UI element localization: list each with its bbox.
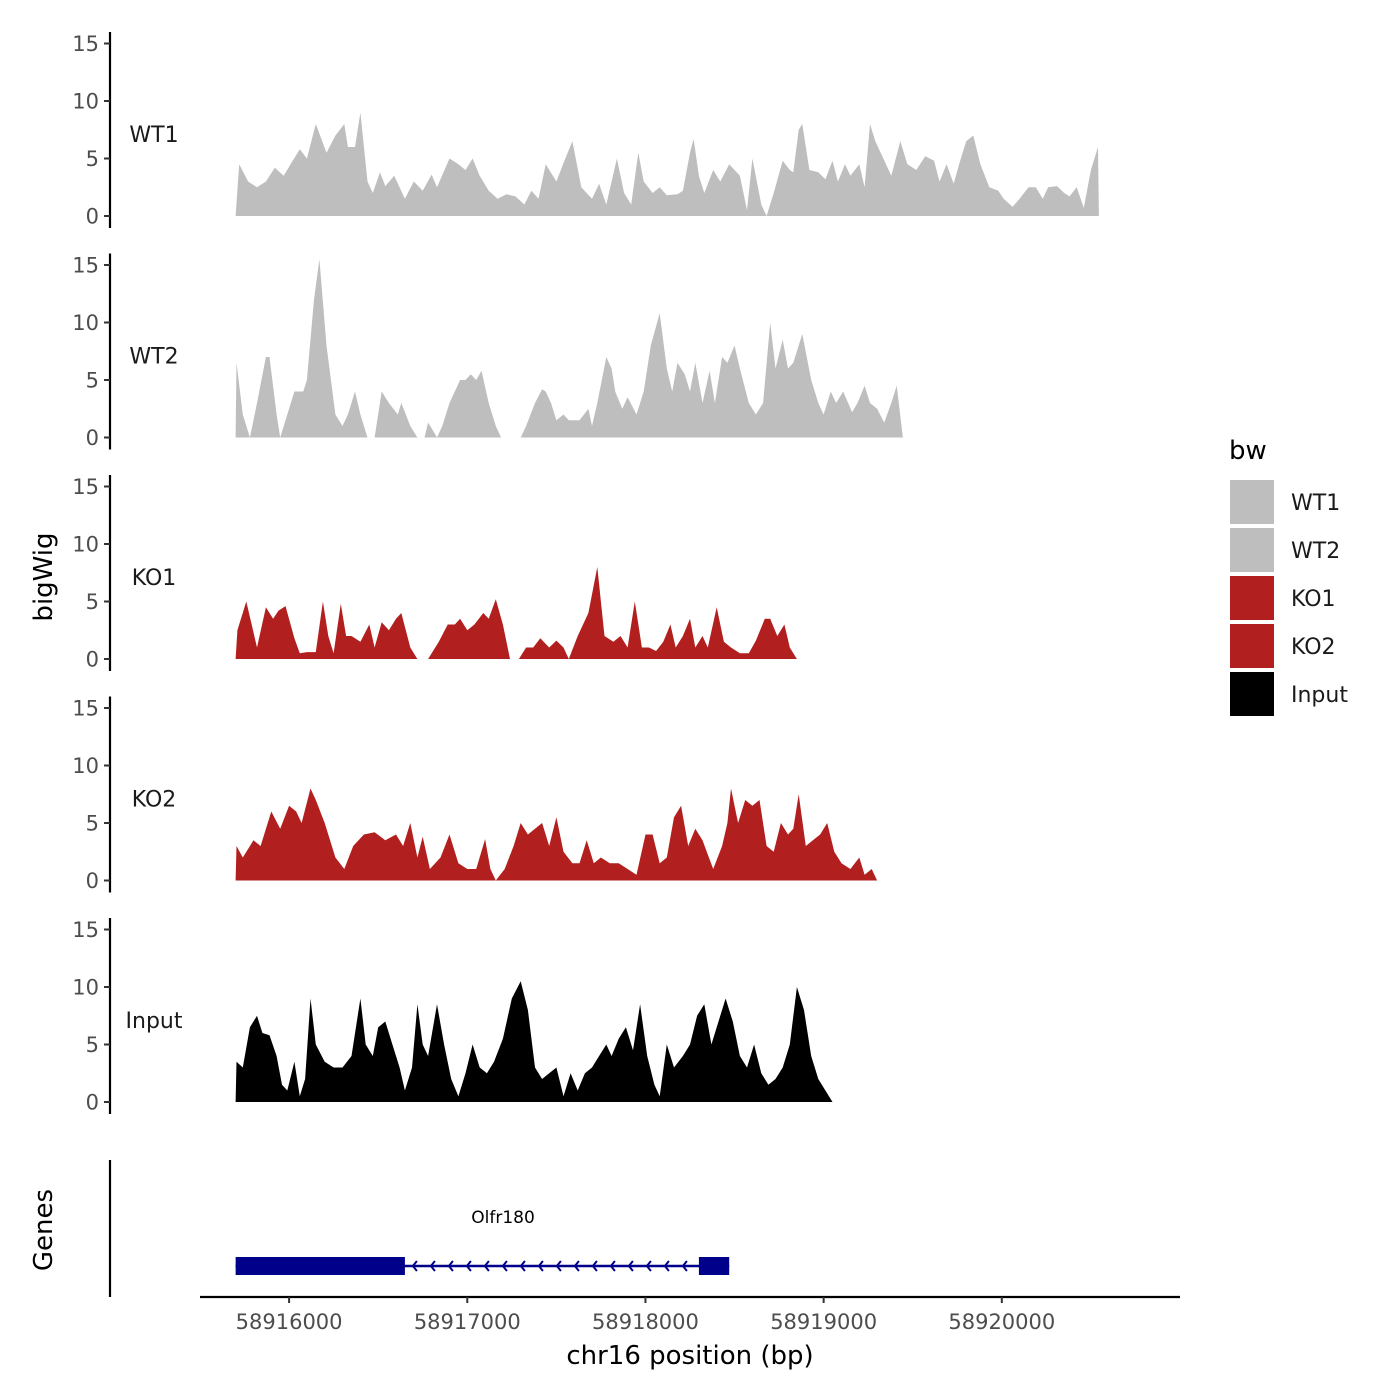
y-tick-label: 15 (72, 918, 99, 942)
strand-arrow (411, 1260, 418, 1272)
gene-exon (235, 1257, 405, 1275)
track-panels: 0 5 10 15 WT1 0 5 10 15 WT2 0 5 10 15 KO1 0 5 10 15 KO2 0 5 10… (72, 32, 1099, 1115)
legend-swatch (1230, 624, 1274, 668)
track-panel-wt2: 0 5 10 15 WT2 (72, 253, 903, 450)
legend-swatch (1230, 672, 1274, 716)
y-tick-label: 5 (86, 590, 99, 614)
legend-label: KO2 (1291, 635, 1336, 660)
legend-item: KO2 (1230, 624, 1336, 668)
legend-item: KO1 (1230, 576, 1336, 620)
gene-name-label: Olfr180 (471, 1208, 535, 1228)
y-tick-label: 0 (86, 869, 99, 893)
y-tick-label: 10 (72, 311, 99, 335)
track-panel-input: 0 5 10 15 Input (72, 918, 833, 1115)
strand-arrow (555, 1260, 562, 1272)
track-label: WT1 (129, 123, 178, 148)
track-area-wt2 (235, 259, 903, 438)
y-tick-label: 10 (72, 754, 99, 778)
track-area-ko1 (235, 567, 797, 659)
y-tick-label: 15 (72, 32, 99, 56)
track-label: KO1 (132, 566, 177, 591)
strand-arrow (609, 1260, 616, 1272)
track-panel-ko1: 0 5 10 15 KO1 (72, 475, 797, 672)
strand-arrow (483, 1260, 490, 1272)
track-label: WT2 (129, 345, 178, 370)
legend: bw WT1 WT2 KO1 KO2 Input (1229, 436, 1348, 716)
strand-arrow (465, 1260, 472, 1272)
gene-model: Olfr180 (235, 1208, 730, 1275)
x-tick-label: 58918000 (592, 1310, 699, 1334)
y-tick-label: 5 (86, 1033, 99, 1057)
track-panel-wt1: 0 5 10 15 WT1 (72, 32, 1099, 229)
legend-item: Input (1230, 672, 1348, 716)
track-area-ko2 (235, 788, 878, 881)
track-area-wt1 (235, 112, 1099, 216)
strand-arrow (591, 1260, 598, 1272)
strand-arrow (519, 1260, 526, 1272)
gene-exon (698, 1257, 730, 1275)
track-label: KO2 (132, 788, 177, 813)
strand-arrow (645, 1260, 652, 1272)
y-tick-label: 5 (86, 369, 99, 393)
genes-axis-title: Genes (29, 1189, 59, 1271)
y-axis-title: bigWig (29, 532, 59, 621)
legend-item: WT2 (1230, 528, 1340, 572)
y-tick-label: 10 (72, 976, 99, 1000)
track-label: Input (126, 1009, 183, 1034)
track-area-input (235, 981, 833, 1102)
x-axis: 58916000 58917000 58918000 58919000 58920000 (200, 1295, 1180, 1334)
strand-arrow (447, 1260, 454, 1272)
legend-swatch (1230, 480, 1274, 524)
y-tick-label: 0 (86, 205, 99, 229)
y-tick-label: 0 (86, 648, 99, 672)
strand-arrow (627, 1260, 634, 1272)
legend-label: KO1 (1291, 587, 1336, 612)
x-tick-label: 58917000 (414, 1310, 521, 1334)
y-tick-label: 5 (86, 812, 99, 836)
legend-label: WT2 (1291, 539, 1340, 564)
y-tick-label: 15 (72, 475, 99, 499)
y-tick-label: 10 (72, 90, 99, 114)
y-tick-label: 0 (86, 1091, 99, 1115)
x-tick-label: 58919000 (770, 1310, 877, 1334)
strand-arrow (501, 1260, 508, 1272)
y-tick-label: 10 (72, 533, 99, 557)
strand-arrow (663, 1260, 670, 1272)
strand-arrow (573, 1260, 580, 1272)
strand-arrow (537, 1260, 544, 1272)
y-tick-label: 15 (72, 697, 99, 721)
y-tick-label: 5 (86, 147, 99, 171)
track-panel-ko2: 0 5 10 15 KO2 (72, 696, 878, 893)
strand-arrow (429, 1260, 436, 1272)
legend-label: Input (1291, 683, 1348, 708)
x-tick-label: 58916000 (236, 1310, 343, 1334)
legend-title: bw (1229, 436, 1267, 466)
legend-item: WT1 (1230, 480, 1340, 524)
x-axis-title: chr16 position (bp) (566, 1341, 813, 1371)
strand-arrow (681, 1260, 688, 1272)
legend-swatch (1230, 576, 1274, 620)
y-tick-label: 15 (72, 254, 99, 278)
y-tick-label: 0 (86, 426, 99, 450)
legend-label: WT1 (1291, 491, 1340, 516)
legend-swatch (1230, 528, 1274, 572)
x-tick-label: 58920000 (948, 1310, 1055, 1334)
